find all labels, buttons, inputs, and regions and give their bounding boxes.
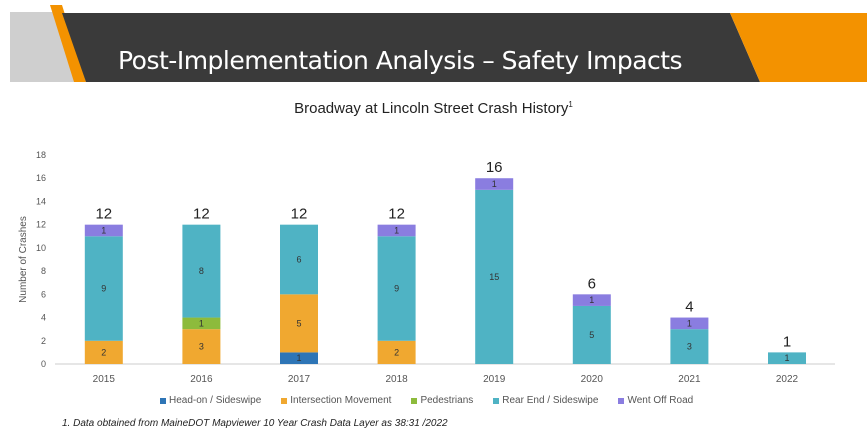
bar-segment	[84, 236, 123, 341]
total-label: 12	[388, 206, 405, 223]
bar-segment	[475, 178, 514, 190]
legend-swatch	[618, 397, 625, 404]
bar-segment	[768, 352, 806, 364]
bar-segment	[182, 329, 221, 364]
legend-label: Rear End / Sideswipe	[502, 395, 599, 406]
legend-label: Went Off Road	[627, 395, 694, 406]
footnote: 1. Data obtained from MaineDOT Mapviewer…	[62, 418, 448, 429]
bar-segment	[572, 294, 611, 306]
total-label: 4	[685, 299, 693, 316]
data-label: 1	[199, 318, 204, 328]
legend-label: Intersection Movement	[290, 395, 392, 406]
bar-segment	[280, 352, 318, 364]
y-tick-label: 8	[41, 266, 46, 276]
x-tick-label: 2015	[93, 374, 116, 385]
data-label: 15	[489, 272, 499, 282]
data-label: 9	[101, 284, 106, 294]
legend-swatch	[411, 397, 418, 404]
data-label: 5	[296, 318, 301, 328]
x-tick-label: 2019	[483, 374, 506, 385]
bar-segment	[670, 329, 709, 364]
x-tick-label: 2018	[385, 374, 408, 385]
data-label: 1	[394, 225, 399, 235]
bar-segment	[84, 340, 123, 364]
data-label: 1	[784, 353, 789, 363]
y-tick-label: 18	[36, 150, 46, 160]
legend-item: Intersection Movement	[281, 395, 391, 406]
y-tick-label: 10	[36, 243, 46, 253]
data-label: 1	[101, 225, 106, 235]
legend-item: Rear End / Sideswipe	[493, 395, 598, 406]
legend-swatch	[160, 397, 166, 404]
x-tick-label: 2016	[190, 374, 213, 385]
data-label: 1	[589, 295, 594, 305]
legend-swatch	[281, 397, 288, 404]
bar-segment	[280, 294, 318, 353]
chart-title: Broadway at Lincoln Street Crash History…	[294, 100, 573, 117]
bar-segment	[670, 317, 709, 330]
title-banner	[10, 5, 867, 82]
total-label: 12	[95, 206, 112, 223]
slide-title: Post-Implementation Analysis – Safety Im…	[118, 46, 683, 75]
legend-swatch	[493, 397, 500, 404]
data-label: 6	[296, 255, 301, 265]
x-tick-label: 2022	[776, 374, 799, 385]
data-label: 1	[687, 318, 692, 328]
total-label: 16	[486, 159, 503, 176]
total-label: 1	[783, 333, 791, 350]
total-label: 12	[193, 206, 210, 223]
bar-segment	[475, 189, 514, 364]
bar-segment	[182, 317, 221, 330]
y-tick-label: 0	[41, 359, 46, 369]
y-axis-label: Number of Crashes	[18, 216, 29, 303]
y-tick-label: 6	[41, 289, 46, 299]
total-label: 6	[588, 275, 596, 292]
data-label: 3	[199, 342, 204, 352]
bar-segment	[377, 236, 416, 341]
legend-item: Head-on / Sideswipe	[160, 395, 261, 406]
y-tick-label: 4	[41, 313, 46, 323]
data-label: 1	[492, 179, 497, 189]
bar-segment	[280, 224, 318, 295]
bar-segment	[377, 340, 416, 364]
data-label: 5	[589, 330, 594, 340]
bar-segment	[182, 224, 221, 318]
total-label: 12	[291, 206, 308, 223]
y-tick-label: 14	[36, 196, 46, 206]
data-label: 8	[199, 266, 204, 276]
y-tick-label: 12	[36, 220, 46, 230]
legend-item: Went Off Road	[618, 395, 693, 406]
data-label: 2	[394, 347, 399, 357]
legend-label: Pedestrians	[420, 395, 474, 406]
bar-segment	[572, 305, 611, 364]
x-tick-label: 2020	[581, 374, 604, 385]
y-tick-label: 16	[36, 173, 46, 183]
legend-item: Pedestrians	[411, 395, 473, 406]
data-label: 3	[687, 342, 692, 352]
bar-segment	[84, 224, 123, 237]
legend: Head-on / Sideswipe Intersection Movement…	[160, 395, 693, 406]
data-label: 1	[296, 353, 301, 363]
legend-label: Head-on / Sideswipe	[169, 395, 262, 406]
data-label: 9	[394, 284, 399, 294]
bar-segment	[377, 224, 416, 237]
data-label: 2	[101, 347, 106, 357]
x-tick-label: 2021	[678, 374, 701, 385]
y-tick-label: 2	[41, 336, 46, 346]
x-tick-label: 2017	[288, 374, 311, 385]
